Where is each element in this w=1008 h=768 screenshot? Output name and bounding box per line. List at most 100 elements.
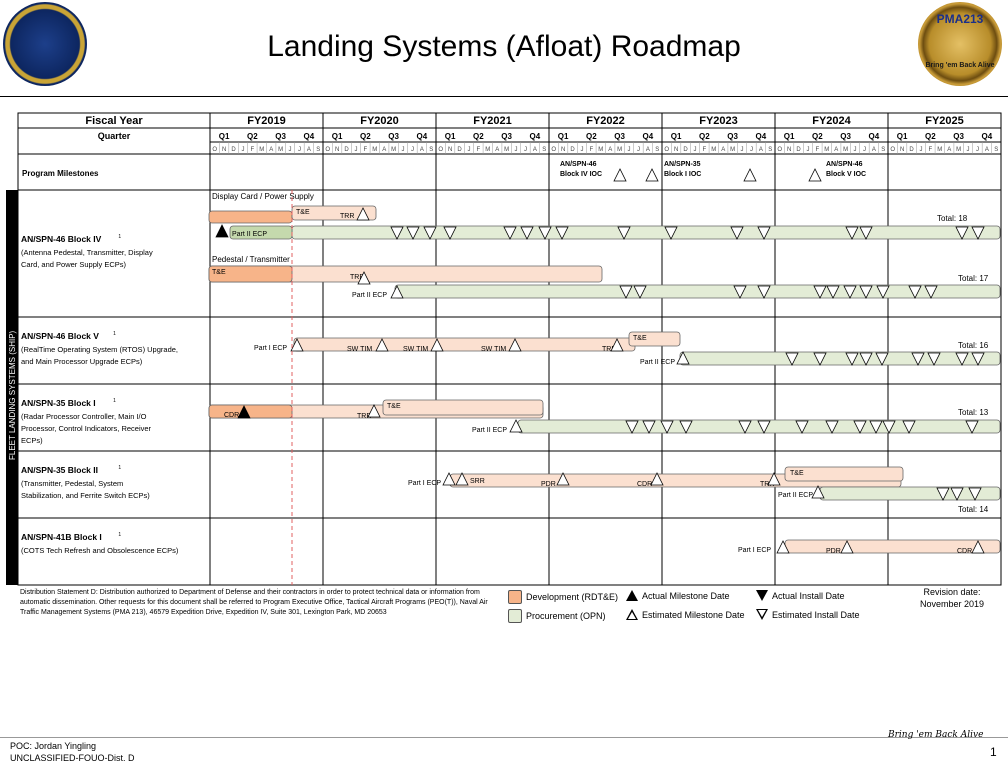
month-label: J bbox=[806, 147, 809, 153]
te-label: T&E bbox=[296, 209, 310, 216]
month-label: A bbox=[646, 147, 650, 153]
legend-estimated-install: Estimated Install Date bbox=[756, 609, 860, 620]
program-milestones-label: Program Milestones bbox=[22, 169, 99, 178]
navy-seal-logo bbox=[3, 2, 87, 86]
install-triangle bbox=[825, 420, 839, 434]
month-label: D bbox=[796, 147, 801, 153]
month-label: A bbox=[307, 147, 311, 153]
install-triangle bbox=[390, 226, 404, 240]
milestone-triangle bbox=[356, 207, 370, 221]
quarter-header: Q1 bbox=[219, 132, 230, 141]
quarter-header: Q2 bbox=[699, 132, 710, 141]
pdr-label: PDR bbox=[541, 481, 556, 488]
install-triangle bbox=[902, 420, 916, 434]
month-label: A bbox=[947, 147, 951, 153]
install-triangle bbox=[843, 285, 857, 299]
install-triangle bbox=[642, 420, 656, 434]
month-label: F bbox=[703, 147, 707, 153]
program-superscript: 1 bbox=[118, 465, 121, 471]
open-triangle-up-icon bbox=[626, 609, 638, 620]
month-label: M bbox=[391, 147, 396, 153]
install-triangle bbox=[738, 420, 752, 434]
quarter-header: Q4 bbox=[869, 132, 880, 141]
install-triangle bbox=[660, 420, 674, 434]
te-bar bbox=[628, 331, 681, 347]
month-label: J bbox=[467, 147, 470, 153]
month-label: N bbox=[335, 147, 339, 153]
legend-actual-milestone-label: Actual Milestone Date bbox=[642, 590, 730, 601]
install-triangle bbox=[968, 487, 982, 501]
total-label: Total: 13 bbox=[958, 408, 989, 417]
month-label: O bbox=[438, 147, 443, 153]
legend: Development (RDT&E) Actual Milestone Dat… bbox=[508, 588, 918, 628]
part2-ecp-label: Part II ECP bbox=[472, 427, 507, 434]
quarter-header: Q4 bbox=[643, 132, 654, 141]
fiscal-year-header: FY2019 bbox=[247, 115, 286, 127]
program-description: (Radar Processor Controller, Main I/O bbox=[21, 412, 147, 421]
month-label: A bbox=[382, 147, 386, 153]
quarter-header: Q3 bbox=[727, 132, 738, 141]
install-triangle bbox=[845, 226, 859, 240]
milestone-triangle bbox=[290, 338, 304, 352]
program-description: Card, and Power Supply ECPs) bbox=[21, 260, 127, 269]
program-name: AN/SPN-35 Block I bbox=[21, 398, 96, 408]
install-triangle bbox=[908, 285, 922, 299]
milestone-triangle bbox=[776, 540, 790, 554]
quarter-header: Q1 bbox=[897, 132, 908, 141]
poc-text: POC: Jordan Yingling bbox=[10, 741, 97, 751]
program-description: and Main Processor Upgrade ECPs) bbox=[21, 357, 143, 366]
install-triangle bbox=[875, 352, 889, 366]
quarter-header: Q4 bbox=[982, 132, 993, 141]
procurement-bar bbox=[679, 351, 1001, 366]
legend-procurement: Procurement (OPN) bbox=[508, 609, 606, 623]
display-card-label: Display Card / Power Supply bbox=[212, 192, 314, 201]
month-label: N bbox=[222, 147, 226, 153]
install-triangle bbox=[619, 285, 633, 299]
month-label: O bbox=[212, 147, 217, 153]
side-label: FLEET LANDING SYSTEMS (SHIP) bbox=[8, 330, 17, 460]
program-name: AN/SPN-35 Block II bbox=[21, 465, 98, 475]
install-triangle bbox=[443, 226, 457, 240]
month-label: M bbox=[372, 147, 377, 153]
program-name: AN/SPN-46 Block IV bbox=[21, 234, 102, 244]
install-triangle bbox=[538, 226, 552, 240]
legend-development-label: Development (RDT&E) bbox=[526, 592, 619, 602]
trr-label: TRR bbox=[350, 274, 364, 281]
program-description: (Transmitter, Pedestal, System bbox=[21, 479, 123, 488]
quarter-header: Q3 bbox=[275, 132, 286, 141]
install-triangle bbox=[813, 285, 827, 299]
month-label: M bbox=[937, 147, 942, 153]
procurement-swatch bbox=[508, 609, 522, 623]
milestone-triangle bbox=[556, 472, 570, 486]
install-triangle bbox=[859, 285, 873, 299]
ioc-milestone-triangle bbox=[743, 168, 757, 182]
month-label: S bbox=[881, 147, 885, 153]
month-label: J bbox=[693, 147, 696, 153]
month-label: A bbox=[533, 147, 537, 153]
month-label: A bbox=[721, 147, 725, 153]
cdr-label: CDR bbox=[637, 481, 652, 488]
install-triangle bbox=[733, 285, 747, 299]
month-label: D bbox=[344, 147, 349, 153]
install-triangle bbox=[423, 226, 437, 240]
pdr-label: PDR bbox=[826, 548, 841, 555]
quarter-header: Q4 bbox=[530, 132, 541, 141]
quarter-header: Q2 bbox=[812, 132, 823, 141]
quarter-header: Q2 bbox=[925, 132, 936, 141]
month-label: A bbox=[608, 147, 612, 153]
month-label: J bbox=[515, 147, 518, 153]
part1-ecp-label: Part I ECP bbox=[738, 547, 771, 554]
milestone-triangle bbox=[811, 485, 825, 499]
install-triangle bbox=[845, 352, 859, 366]
install-triangle bbox=[859, 226, 873, 240]
development-bar bbox=[208, 210, 293, 224]
install-triangle bbox=[882, 420, 896, 434]
install-triangle bbox=[924, 285, 938, 299]
trr-label: TRR bbox=[340, 213, 354, 220]
legend-estimated-milestone: Estimated Milestone Date bbox=[626, 609, 745, 620]
quarter-label: Quarter bbox=[98, 131, 131, 141]
month-label: J bbox=[863, 147, 866, 153]
distribution-statement: Distribution Statement D: Distribution a… bbox=[20, 589, 488, 616]
milestone-triangle bbox=[767, 472, 781, 486]
legend-actual-install-label: Actual Install Date bbox=[772, 590, 845, 601]
